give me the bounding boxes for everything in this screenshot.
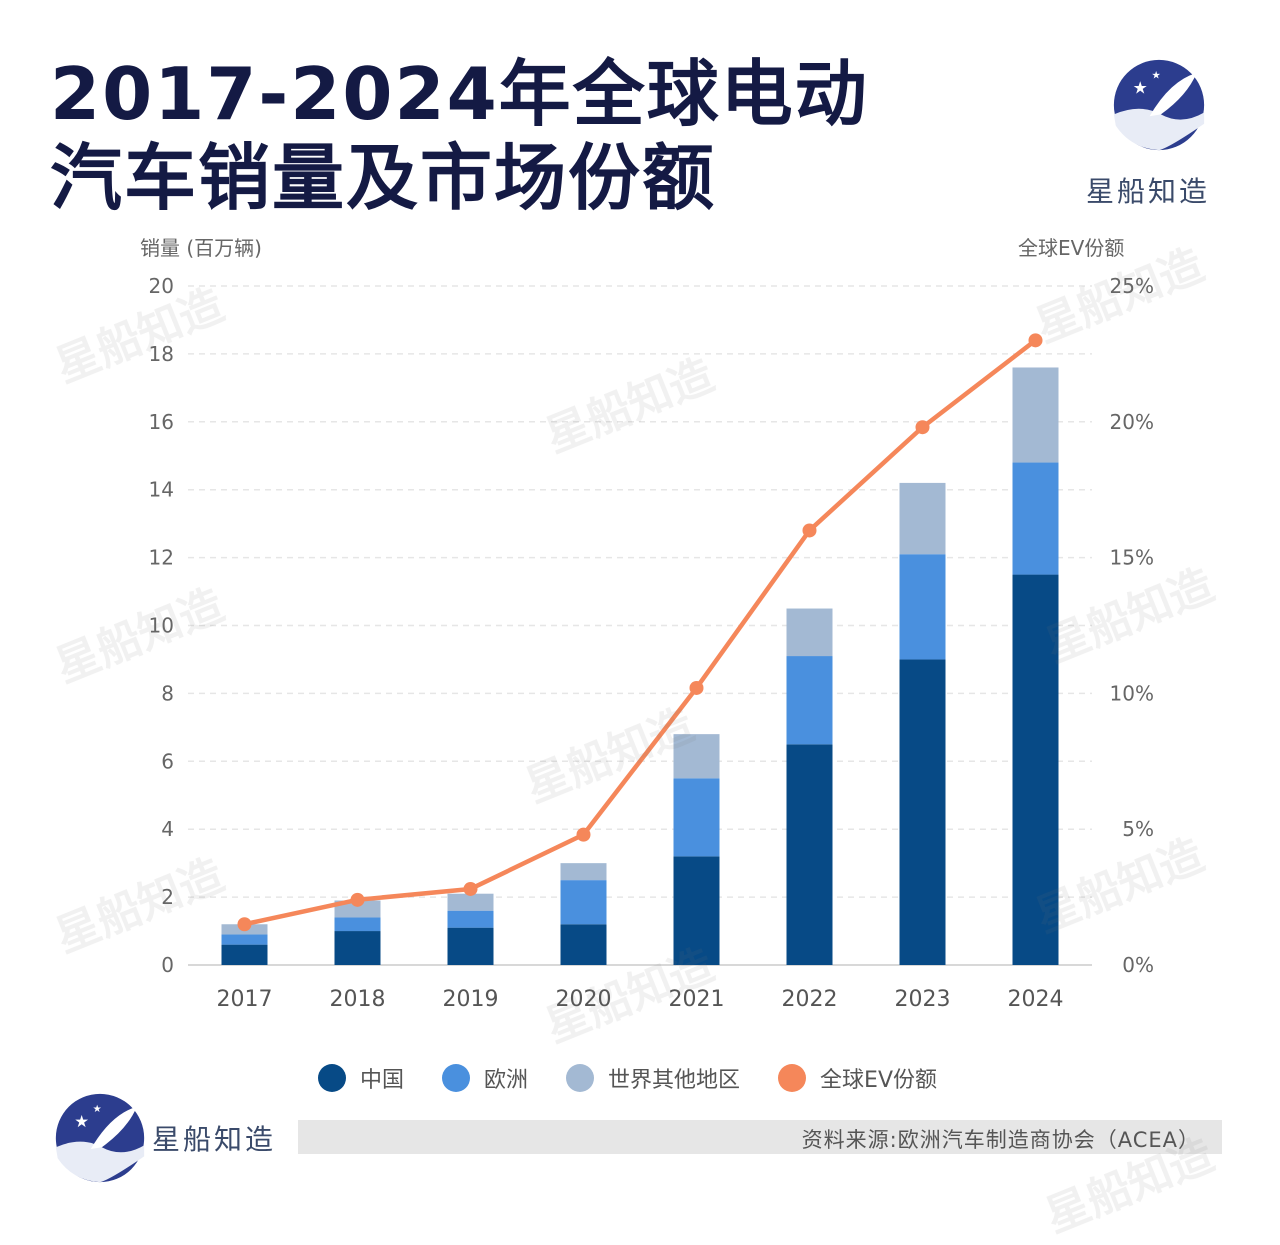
bar-china (673, 856, 720, 965)
y-tick-label-left: 4 (161, 817, 174, 841)
y-tick-label-left: 18 (149, 342, 174, 366)
bar-china (334, 931, 381, 965)
y-tick-label-left: 2 (161, 885, 174, 909)
x-tick-label: 2023 (895, 987, 951, 1012)
x-tick-label: 2018 (330, 987, 386, 1012)
y-tick-label-right: 20% (1110, 410, 1154, 434)
chart-area: 0 2 4 6 8 10 12 14 16 18 20 0% 5% 10% 15% 20% 25% 2017 201… (149, 274, 1154, 1012)
legend-item-china: 中国 (318, 1062, 404, 1094)
share-point (463, 881, 478, 896)
y-tick-label-right: 25% (1110, 274, 1154, 298)
legend-item-share: 全球EV份额 (778, 1062, 937, 1094)
y-tick-label-right: 15% (1110, 546, 1154, 570)
y-tick-label-left: 16 (149, 410, 174, 434)
bar-europe (1012, 462, 1059, 575)
bar-rest (786, 608, 833, 657)
logo-star-bottom: ★ (74, 1112, 89, 1131)
share-point (689, 680, 704, 695)
x-tick-label: 2024 (1008, 987, 1064, 1012)
share-point (350, 892, 365, 907)
legend-dot-share (778, 1064, 807, 1092)
chart-title: 2017-2024年全球电动 汽车销量及市场份额 (50, 52, 869, 220)
bar-china (899, 659, 946, 965)
bar-china (221, 944, 268, 965)
bar-rest (673, 734, 720, 779)
left-axis-title: 销量 (百万辆) (140, 236, 262, 260)
logo-star-small-bottom: ★ (93, 1104, 102, 1115)
y-tick-label-left: 12 (149, 546, 174, 570)
share-point (802, 523, 817, 538)
bar-europe (447, 910, 494, 928)
legend-item-europe: 欧洲 (442, 1062, 528, 1094)
bar-china (1012, 574, 1059, 965)
y-tick-label-left: 20 (149, 274, 174, 298)
logo-feather (1149, 73, 1197, 117)
share-point (237, 917, 252, 932)
legend: 中国 欧洲 世界其他地区 全球EV份额 (318, 1062, 937, 1094)
legend-item-rest: 世界其他地区 (566, 1062, 740, 1094)
legend-dot-europe (442, 1064, 471, 1092)
logo-feather-bottom (90, 1106, 137, 1150)
legend-label-rest: 世界其他地区 (608, 1068, 741, 1093)
bar-europe (560, 880, 607, 925)
source-bar: 资料来源:欧洲汽车制造商协会（ACEA） (298, 1120, 1222, 1154)
share-point (1028, 333, 1043, 348)
bar-rest (447, 893, 494, 911)
x-tick-label: 2021 (669, 987, 725, 1012)
bar-europe (673, 778, 720, 857)
x-tick-label: 2019 (443, 987, 499, 1012)
x-tick-label: 2022 (782, 987, 838, 1012)
legend-label-share: 全球EV份额 (820, 1068, 937, 1093)
bar-china (786, 744, 833, 965)
bar-rest (560, 863, 607, 881)
brand-name-bottom: 星船知造 (152, 1123, 277, 1156)
legend-dot-china (318, 1064, 346, 1092)
x-tick-label: 2017 (217, 987, 273, 1012)
brand-logo: ★ ★ (1113, 59, 1205, 151)
chart-title-line2: 汽车销量及市场份额 (50, 136, 717, 220)
share-line (244, 338, 1037, 927)
y-tick-label-right: 0% (1122, 953, 1154, 977)
logo-wave (1113, 108, 1205, 151)
bar-rest (334, 900, 381, 918)
y-tick-label-left: 0 (161, 953, 174, 977)
x-tick-label: 2020 (556, 987, 612, 1012)
y-tick-label-left: 6 (161, 749, 174, 773)
share-point (576, 827, 591, 842)
right-axis-title: 全球EV份额 (1018, 236, 1125, 260)
bar-china (447, 927, 494, 965)
logo-star: ★ (1133, 78, 1148, 98)
share-point (915, 420, 930, 435)
bar-europe (899, 554, 946, 660)
legend-label-china: 中国 (360, 1068, 405, 1093)
logo-wave-bottom (55, 1141, 145, 1183)
brand-logo-bottom: ★ ★ (55, 1093, 145, 1183)
bar-europe (334, 917, 381, 932)
chart-title-line1: 2017-2024年全球电动 (50, 52, 869, 136)
brand-name-top: 星船知造 (1086, 175, 1211, 208)
logo-star-small: ★ (1151, 70, 1160, 82)
legend-label-europe: 欧洲 (484, 1068, 529, 1093)
bar-europe (786, 656, 833, 745)
legend-dot-rest (566, 1064, 595, 1092)
y-tick-label-left: 10 (149, 614, 174, 638)
bar-china (560, 924, 607, 965)
bar-rest (1012, 367, 1059, 463)
source-text: 资料来源:欧洲汽车制造商协会（ACEA） (801, 1128, 1200, 1152)
y-tick-label-right: 10% (1110, 681, 1154, 705)
y-tick-label-left: 14 (149, 478, 174, 502)
bar-europe (221, 934, 268, 945)
y-tick-label-right: 5% (1122, 817, 1154, 841)
y-tick-label-left: 8 (161, 681, 174, 705)
bar-rest (899, 482, 946, 555)
